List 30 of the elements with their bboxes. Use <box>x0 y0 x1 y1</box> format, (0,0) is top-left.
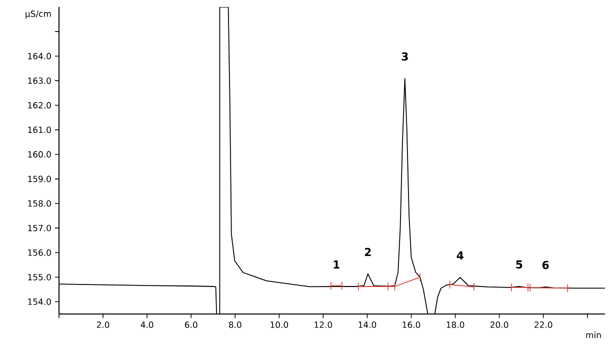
x-tick-label: 2.0 <box>96 322 110 328</box>
y-tick-label: 162.0 <box>28 102 51 108</box>
y-tick-label: 158.0 <box>28 200 51 207</box>
annotation: 3 <box>402 52 408 61</box>
x-tick-label: 22.0 <box>534 322 552 328</box>
y-tick-label: 155.0 <box>28 274 51 280</box>
x-tick-label: 12.0 <box>314 322 332 328</box>
x-tick-label: 16.0 <box>402 322 420 328</box>
x-axis-title: min <box>586 332 601 338</box>
annotation: 2 <box>364 248 371 256</box>
x-tick-label: 14.0 <box>358 322 376 328</box>
annotation: 6 <box>542 260 549 270</box>
y-tick-label: 163.0 <box>28 77 51 84</box>
y-tick-label: 160.0 <box>28 151 51 158</box>
y-tick-label: 157.0 <box>28 224 51 232</box>
annotation: 1 <box>334 260 340 268</box>
x-tick-label: 20.0 <box>490 322 508 328</box>
y-tick-label: 161.0 <box>28 126 51 134</box>
x-tick-label: 8.0 <box>228 322 242 328</box>
x-tick-label: 18.0 <box>446 322 464 328</box>
x-tick-label: 10.0 <box>270 322 288 328</box>
y-tick-label: 154.0 <box>28 298 51 305</box>
y-tick-label: 159.0 <box>28 176 51 182</box>
x-tick-label: 4.0 <box>140 322 154 328</box>
y-axis-title: µS/cm <box>26 10 51 19</box>
annotation: 4 <box>456 251 464 260</box>
x-tick-label: 6.0 <box>184 322 198 328</box>
y-tick-label: 156.0 <box>28 249 51 256</box>
annotation: 5 <box>516 260 522 269</box>
y-tick-label: 164.0 <box>28 52 51 60</box>
